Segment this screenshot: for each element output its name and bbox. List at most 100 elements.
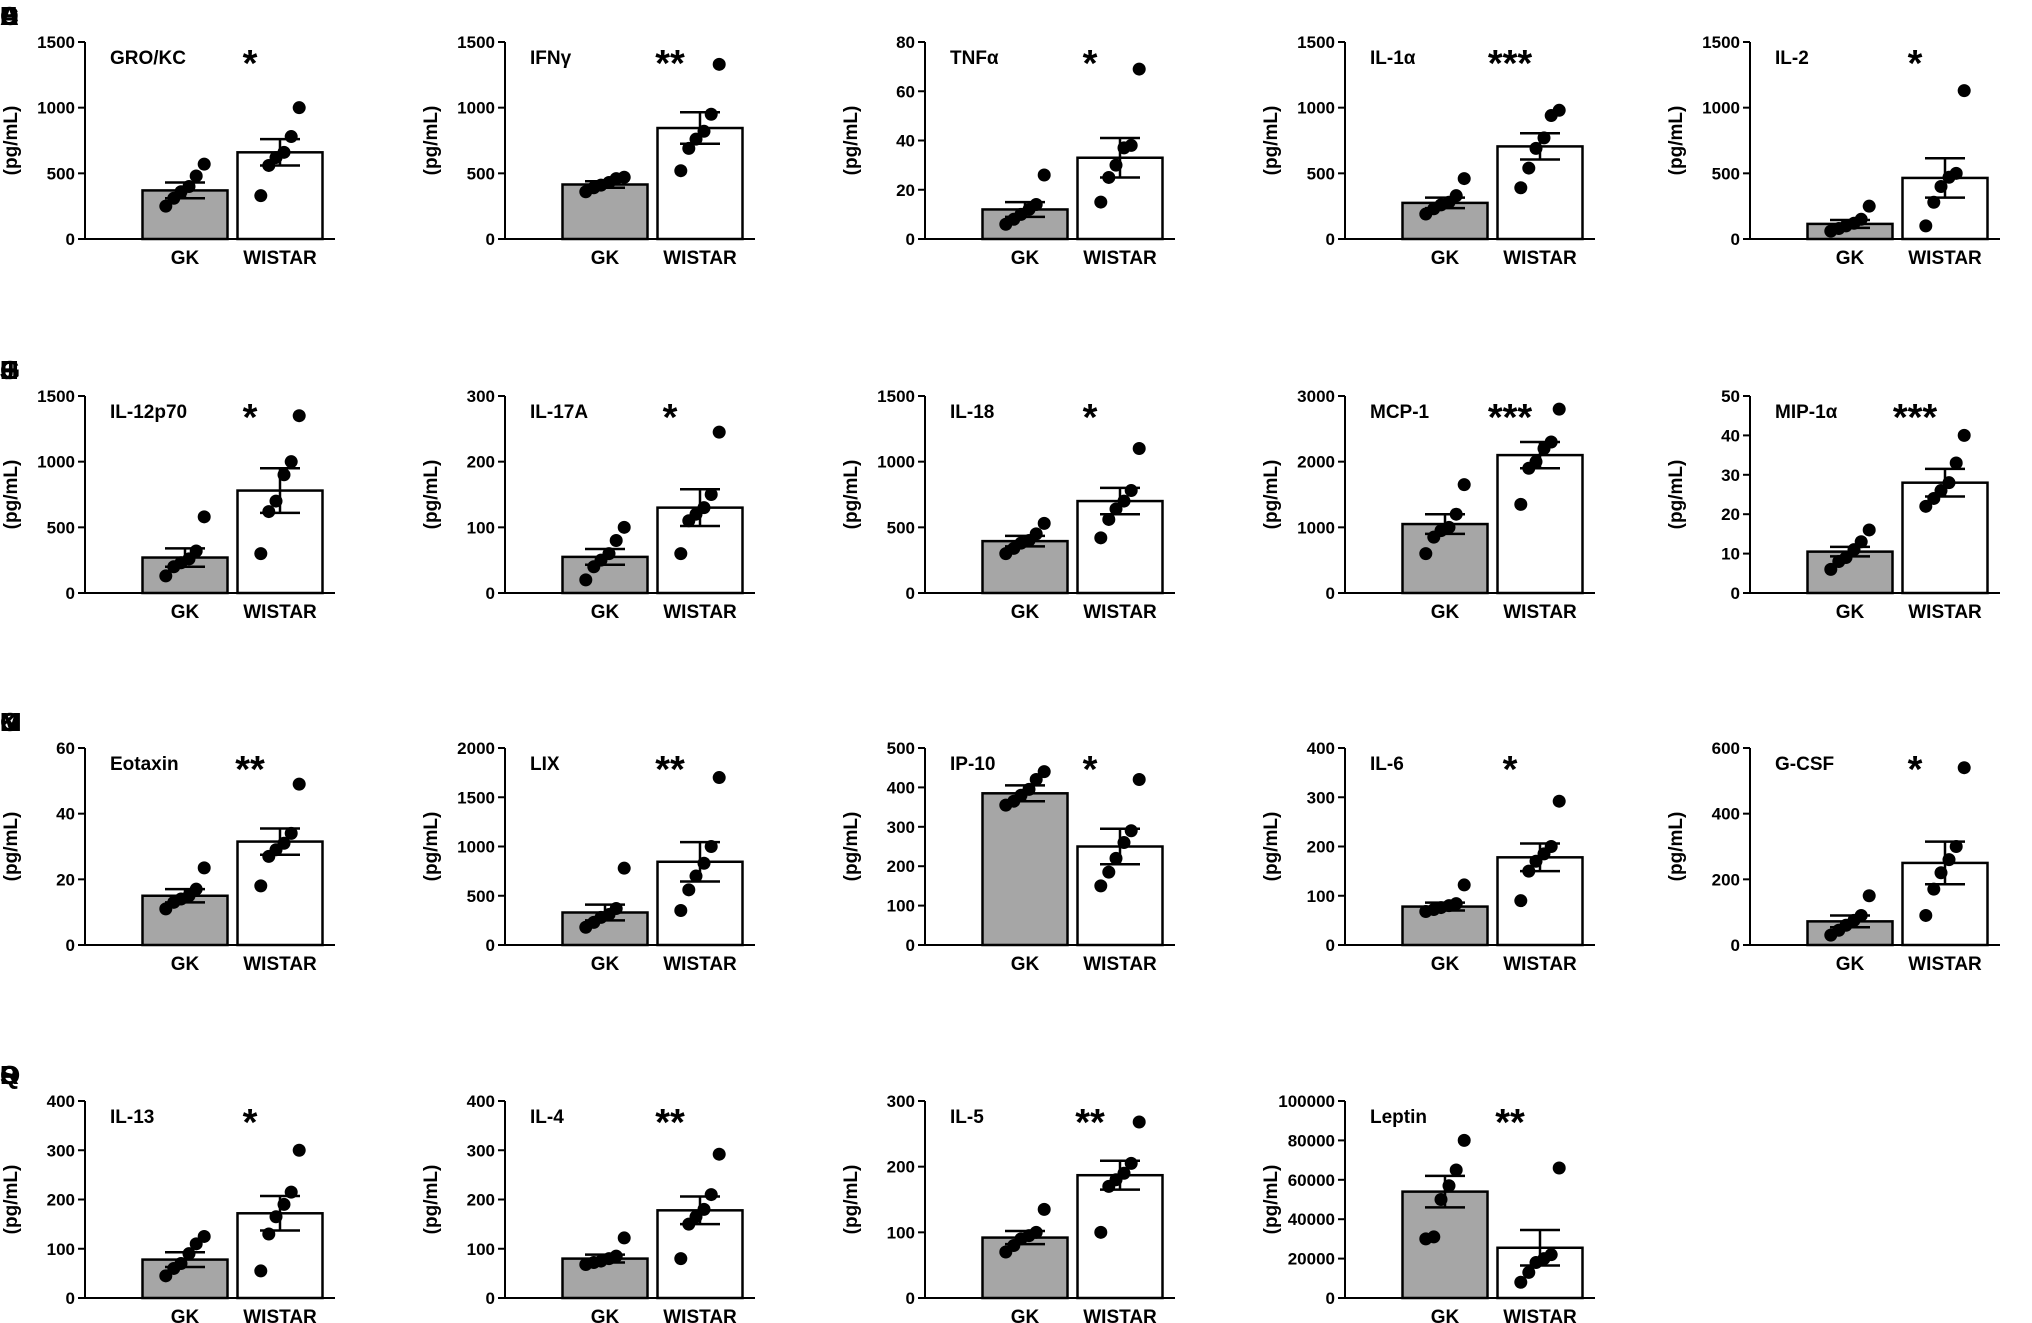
y-axis-label: (pg/mL) (1261, 1165, 1282, 1235)
x-tick-label: WISTAR (1083, 248, 1157, 269)
data-point (1117, 836, 1131, 850)
y-tick-label: 100 (887, 897, 915, 916)
chart-title: IL-13 (110, 1107, 154, 1128)
y-tick-label: 0 (66, 1289, 75, 1308)
data-point (1537, 131, 1551, 145)
data-point (277, 145, 291, 159)
y-tick-label: 500 (47, 518, 75, 537)
chart-title: MCP-1 (1370, 402, 1430, 423)
data-point (1094, 1225, 1108, 1239)
x-tick-label: WISTAR (663, 248, 737, 269)
x-tick-label: WISTAR (1503, 1307, 1577, 1323)
data-point (704, 840, 718, 853)
panel-letter: B (0, 1, 19, 31)
y-tick-label: 200 (1712, 870, 1740, 889)
x-tick-label: WISTAR (1083, 602, 1157, 623)
y-tick-label: 400 (1307, 739, 1335, 758)
panel-letter: C (0, 1, 19, 31)
panel-letter: S (0, 1060, 17, 1090)
y-tick-label: 30 (1721, 466, 1740, 485)
data-point (674, 164, 688, 178)
data-point (712, 57, 726, 71)
x-tick-label: WISTAR (1503, 602, 1577, 623)
data-point (704, 488, 718, 501)
data-point (1957, 428, 1971, 442)
y-tick-label: 0 (906, 230, 915, 249)
data-point (1552, 103, 1566, 117)
panel-letter: L (0, 707, 16, 737)
y-tick-label: 200 (467, 1191, 495, 1210)
y-tick-label: 20 (896, 181, 915, 200)
y-tick-label: 40000 (1288, 1210, 1335, 1229)
bar-wistar (1901, 481, 1989, 595)
data-point (1132, 62, 1146, 76)
y-tick-label: 1000 (457, 99, 495, 118)
y-tick-label: 20 (56, 870, 75, 889)
data-point (1102, 170, 1116, 184)
chart-title: IFNγ (530, 48, 572, 69)
y-tick-label: 1000 (877, 453, 915, 472)
y-axis-label: (pg/mL) (1, 106, 22, 176)
data-point (284, 130, 298, 144)
y-tick-label: 20 (1721, 505, 1740, 524)
data-point (1029, 527, 1043, 541)
y-axis-label: (pg/mL) (1666, 106, 1687, 176)
panel-letter: E (0, 1, 17, 31)
y-tick-label: 0 (1731, 936, 1740, 955)
data-point (1117, 1166, 1131, 1180)
panel-a: A (pg/mL) 0 500 1000 1500 GRO/KC * GK WISTAR (0, 1, 335, 269)
data-point (1427, 1230, 1441, 1244)
data-point (682, 141, 696, 155)
y-tick-label: 2000 (1297, 453, 1335, 472)
data-point (1102, 512, 1116, 526)
panel-letter: N (0, 707, 19, 737)
data-point (254, 879, 268, 893)
data-point (292, 101, 306, 115)
y-tick-label: 200 (887, 857, 915, 876)
x-tick-label: WISTAR (1503, 954, 1577, 975)
panel-letter: P (0, 1060, 17, 1090)
significance-marker: * (1908, 43, 1923, 85)
y-axis-label: (pg/mL) (1261, 106, 1282, 176)
x-tick-label: GK (171, 248, 200, 269)
data-point (277, 836, 291, 850)
significance-marker: ** (655, 43, 685, 85)
data-point (674, 1252, 688, 1266)
data-point (1529, 455, 1543, 469)
data-point (269, 494, 283, 508)
data-point (284, 826, 298, 840)
data-point (1124, 824, 1138, 838)
x-tick-label: WISTAR (243, 1307, 317, 1323)
y-tick-label: 1500 (457, 33, 495, 52)
data-point (1457, 1133, 1471, 1147)
bar-wistar (1076, 499, 1164, 595)
x-tick-label: GK (1836, 602, 1865, 623)
data-point (1919, 908, 1933, 922)
y-tick-label: 10 (1721, 545, 1740, 564)
data-point (1919, 499, 1933, 513)
significance-marker: ** (655, 749, 685, 791)
y-tick-label: 50 (1721, 387, 1740, 406)
data-point (1854, 535, 1868, 549)
y-tick-label: 300 (467, 387, 495, 406)
y-tick-label: 100 (887, 1223, 915, 1242)
significance-marker: * (1083, 43, 1098, 85)
y-tick-label: 60000 (1288, 1171, 1335, 1190)
data-point (697, 501, 711, 515)
chart-title: IL-6 (1370, 754, 1404, 775)
data-point (1109, 158, 1123, 172)
x-tick-label: GK (591, 248, 620, 269)
data-point (1037, 168, 1051, 182)
panel-letter: D (0, 1, 19, 31)
y-tick-label: 500 (1712, 164, 1740, 183)
y-axis-label: (pg/mL) (841, 1165, 862, 1235)
significance-marker: * (1908, 749, 1923, 791)
data-point (1457, 172, 1471, 186)
data-point (1457, 478, 1471, 492)
x-tick-label: GK (1011, 248, 1040, 269)
data-point (1824, 562, 1838, 576)
x-tick-label: WISTAR (1083, 1307, 1157, 1323)
